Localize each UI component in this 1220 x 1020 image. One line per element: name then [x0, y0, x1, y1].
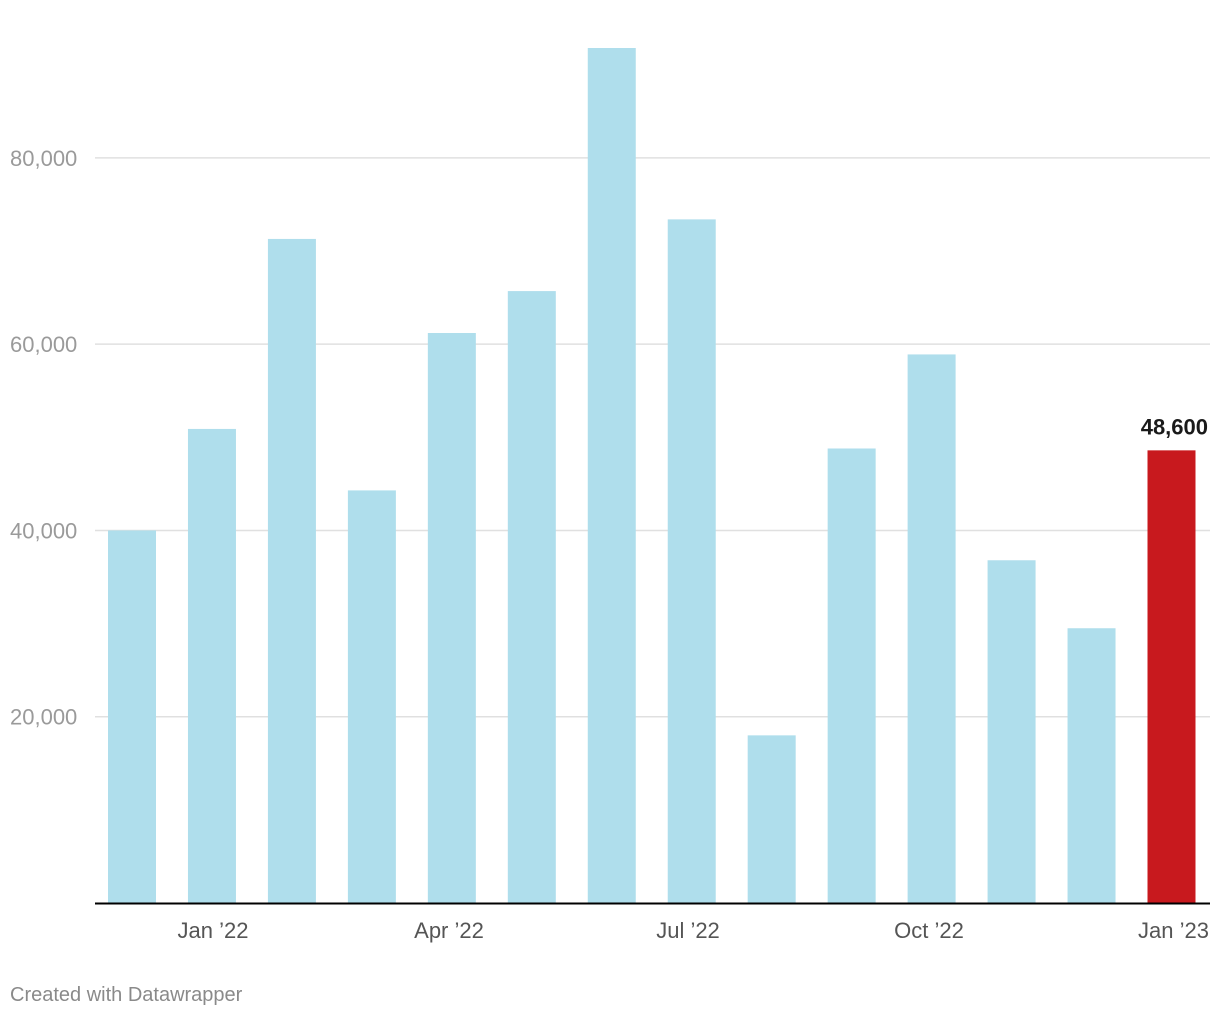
x-tick-label: Jan ’23 [1138, 918, 1209, 943]
bar [587, 48, 636, 903]
bar-highlight [1147, 450, 1196, 903]
gridlines [95, 157, 1210, 718]
y-tick-label: 40,000 [10, 518, 77, 543]
bar [187, 428, 236, 903]
bar [747, 735, 796, 903]
bars [108, 48, 1196, 903]
x-tick-label: Apr ’22 [414, 918, 484, 943]
bar [667, 219, 716, 903]
bar [507, 291, 556, 903]
bar [427, 333, 476, 903]
y-tick-label: 80,000 [10, 146, 77, 171]
bar [267, 238, 316, 903]
bar [987, 560, 1036, 903]
bar [108, 530, 156, 903]
x-tick-label: Jan ’22 [178, 918, 249, 943]
bar [907, 354, 956, 903]
y-tick-label: 20,000 [10, 705, 77, 730]
y-tick-label: 60,000 [10, 332, 77, 357]
x-axis-tick-labels: Jan ’22 Apr ’22 Jul ’22 Oct ’22 Jan ’23 [178, 918, 1209, 943]
x-tick-label: Oct ’22 [894, 918, 964, 943]
y-axis-tick-labels: 20,000 40,000 60,000 80,000 [10, 146, 77, 730]
bar [827, 448, 876, 903]
bar [1067, 628, 1116, 903]
footer-credit: Created with Datawrapper [10, 984, 243, 1006]
x-tick-label: Jul ’22 [656, 918, 720, 943]
bar [347, 490, 396, 903]
value-label-highlight: 48,600 [1141, 414, 1208, 439]
